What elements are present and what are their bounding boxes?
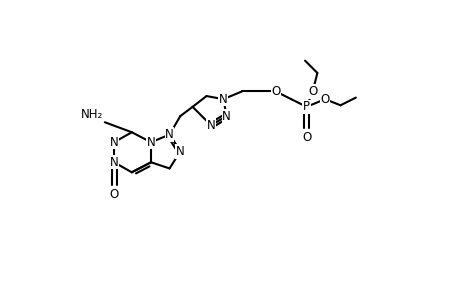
Text: N: N [110,136,118,149]
Text: O: O [320,93,329,106]
Text: N: N [222,110,230,123]
Text: N: N [218,93,227,106]
Text: O: O [301,131,311,145]
Text: N: N [146,136,155,149]
Text: N: N [165,128,174,141]
Text: P: P [302,100,309,113]
Text: N: N [206,119,215,132]
Text: O: O [109,188,118,201]
Text: NH₂: NH₂ [81,108,103,121]
Text: O: O [308,85,317,98]
Text: N: N [175,145,184,158]
Text: O: O [270,85,280,98]
Text: N: N [110,156,118,169]
